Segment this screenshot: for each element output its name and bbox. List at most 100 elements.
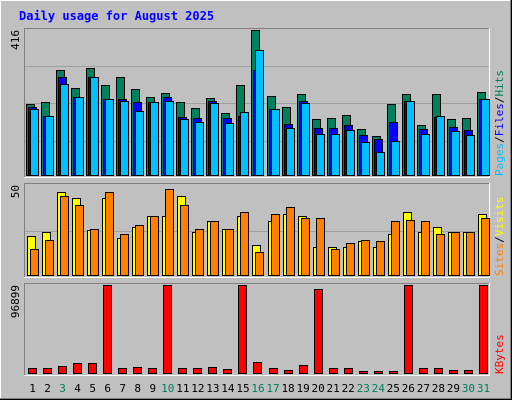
bar-pages-day-3 bbox=[60, 84, 69, 176]
day-label-8: 8 bbox=[134, 382, 141, 395]
side-label-part: Files bbox=[493, 103, 506, 136]
day-label-12: 12 bbox=[191, 382, 204, 395]
side-label-part: Sites bbox=[493, 243, 506, 276]
side-label-part: / bbox=[493, 236, 506, 243]
bar-pages-day-9 bbox=[150, 102, 159, 176]
day-label-13: 13 bbox=[206, 382, 219, 395]
bar-sites-day-16 bbox=[255, 252, 264, 276]
bar-pages-day-19 bbox=[301, 103, 310, 176]
bar-kbytes-day-5 bbox=[88, 363, 97, 374]
bars-layer bbox=[26, 30, 490, 374]
bar-pages-day-21 bbox=[331, 134, 340, 176]
bar-pages-day-31 bbox=[481, 99, 490, 176]
side-label-hits-files-pages: Pages/Files/Hits bbox=[493, 70, 506, 176]
day-label-25: 25 bbox=[387, 382, 400, 395]
y-max-label-kbytes: 96899 bbox=[9, 285, 22, 318]
bar-sites-day-15 bbox=[240, 212, 249, 276]
bar-kbytes-day-24 bbox=[374, 371, 383, 374]
bar-kbytes-day-3 bbox=[58, 366, 67, 374]
bar-kbytes-day-16 bbox=[253, 362, 262, 374]
side-label-part: Visits bbox=[493, 197, 506, 237]
bar-pages-day-16 bbox=[255, 50, 264, 176]
side-label-part: / bbox=[493, 136, 506, 143]
day-label-24: 24 bbox=[372, 382, 386, 395]
bar-kbytes-day-10 bbox=[163, 285, 172, 374]
day-label-19: 19 bbox=[296, 382, 309, 395]
bar-pages-day-18 bbox=[286, 128, 295, 176]
bar-sites-day-8 bbox=[135, 225, 144, 276]
side-label-kbytes: KBytes bbox=[493, 334, 506, 374]
bar-kbytes-day-17 bbox=[269, 368, 278, 374]
day-label-17: 17 bbox=[266, 382, 279, 395]
bar-kbytes-day-4 bbox=[73, 363, 82, 374]
day-label-20: 20 bbox=[312, 382, 325, 395]
day-label-27: 27 bbox=[417, 382, 430, 395]
day-label-16: 16 bbox=[251, 382, 264, 395]
bar-pages-day-8 bbox=[135, 111, 144, 176]
day-label-2: 2 bbox=[44, 382, 51, 395]
day-label-6: 6 bbox=[104, 382, 111, 395]
bar-sites-day-25 bbox=[391, 221, 400, 276]
bar-kbytes-day-20 bbox=[314, 289, 323, 374]
day-label-7: 7 bbox=[119, 382, 126, 395]
bar-pages-day-6 bbox=[105, 99, 114, 176]
day-label-1: 1 bbox=[29, 382, 36, 395]
bar-sites-day-24 bbox=[376, 241, 385, 276]
day-label-14: 14 bbox=[221, 382, 235, 395]
bar-kbytes-day-6 bbox=[103, 285, 112, 374]
bar-pages-day-22 bbox=[346, 130, 355, 176]
bar-pages-day-15 bbox=[240, 112, 249, 176]
bar-sites-day-2 bbox=[45, 240, 54, 276]
side-label-part: Pages bbox=[493, 143, 506, 176]
bar-sites-day-13 bbox=[210, 221, 219, 276]
y-max-label-visits-sites: 50 bbox=[9, 185, 22, 198]
bar-kbytes-day-21 bbox=[329, 368, 338, 374]
bar-sites-day-9 bbox=[150, 216, 159, 276]
bar-sites-day-12 bbox=[195, 229, 204, 276]
bar-kbytes-day-1 bbox=[28, 368, 37, 374]
bar-pages-day-17 bbox=[271, 109, 280, 176]
bar-kbytes-day-2 bbox=[43, 368, 52, 374]
side-label-part: Hits bbox=[493, 70, 506, 97]
bar-kbytes-day-27 bbox=[419, 368, 428, 374]
bar-sites-day-22 bbox=[346, 243, 355, 276]
day-label-23: 23 bbox=[357, 382, 370, 395]
bar-sites-day-29 bbox=[451, 232, 460, 276]
side-label-part: KBytes bbox=[493, 334, 506, 374]
bar-kbytes-day-29 bbox=[449, 370, 458, 374]
bar-kbytes-day-19 bbox=[299, 365, 308, 374]
bar-sites-day-31 bbox=[481, 218, 490, 276]
bar-sites-day-20 bbox=[316, 218, 325, 276]
bar-kbytes-day-30 bbox=[464, 370, 473, 374]
y-max-label-hits-files-pages: 416 bbox=[9, 30, 22, 50]
day-label-18: 18 bbox=[281, 382, 294, 395]
bar-kbytes-day-22 bbox=[344, 368, 353, 374]
bar-kbytes-day-15 bbox=[238, 285, 247, 374]
bar-sites-day-28 bbox=[436, 234, 445, 276]
bar-sites-day-6 bbox=[105, 192, 114, 276]
day-label-15: 15 bbox=[236, 382, 249, 395]
bar-sites-day-1 bbox=[30, 249, 39, 276]
day-label-9: 9 bbox=[149, 382, 156, 395]
bar-pages-day-20 bbox=[316, 134, 325, 176]
bar-sites-day-14 bbox=[225, 229, 234, 276]
bar-sites-day-19 bbox=[301, 218, 310, 276]
bar-pages-day-13 bbox=[210, 103, 219, 176]
bar-kbytes-day-25 bbox=[389, 371, 398, 374]
bar-kbytes-day-28 bbox=[434, 368, 443, 374]
bar-pages-day-7 bbox=[120, 101, 129, 176]
bar-sites-day-27 bbox=[421, 221, 430, 276]
day-label-31: 31 bbox=[477, 382, 490, 395]
day-label-10: 10 bbox=[161, 382, 174, 395]
day-label-30: 30 bbox=[462, 382, 475, 395]
bar-kbytes-day-7 bbox=[118, 368, 127, 374]
bar-kbytes-day-14 bbox=[223, 369, 232, 374]
day-label-11: 11 bbox=[176, 382, 189, 395]
bar-sites-day-18 bbox=[286, 207, 295, 276]
day-label-29: 29 bbox=[447, 382, 460, 395]
y-max-labels: 416 50 96899 bbox=[9, 30, 22, 318]
bar-sites-day-26 bbox=[406, 220, 415, 276]
bar-pages-day-4 bbox=[75, 97, 84, 176]
